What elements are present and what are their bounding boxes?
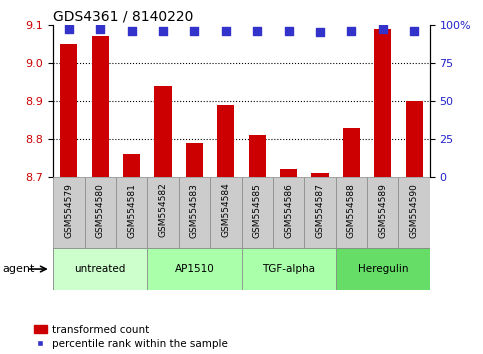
Text: GDS4361 / 8140220: GDS4361 / 8140220 xyxy=(53,10,194,24)
Text: GSM554582: GSM554582 xyxy=(158,183,168,238)
Bar xyxy=(92,36,109,177)
Text: GSM554584: GSM554584 xyxy=(221,183,230,238)
Point xyxy=(379,27,387,32)
Bar xyxy=(85,177,116,248)
Text: GSM554583: GSM554583 xyxy=(190,183,199,238)
Bar xyxy=(406,101,423,177)
Point xyxy=(348,28,355,34)
Bar xyxy=(242,177,273,248)
Point xyxy=(191,28,199,34)
Text: TGF-alpha: TGF-alpha xyxy=(262,264,315,274)
Point xyxy=(128,28,135,34)
Text: Heregulin: Heregulin xyxy=(357,264,408,274)
Point xyxy=(316,29,324,35)
Text: AP1510: AP1510 xyxy=(174,264,214,274)
Bar xyxy=(304,177,336,248)
Text: GSM554585: GSM554585 xyxy=(253,183,262,238)
Text: GSM554590: GSM554590 xyxy=(410,183,419,238)
Text: GSM554586: GSM554586 xyxy=(284,183,293,238)
Bar xyxy=(336,248,430,290)
Bar xyxy=(242,248,336,290)
Text: GSM554581: GSM554581 xyxy=(127,183,136,238)
Bar xyxy=(343,127,360,177)
Point xyxy=(253,28,261,34)
Point xyxy=(65,27,73,32)
Bar xyxy=(217,105,234,177)
Point xyxy=(285,28,293,34)
Bar xyxy=(210,177,242,248)
Point xyxy=(222,28,230,34)
Text: GSM554588: GSM554588 xyxy=(347,183,356,238)
Bar xyxy=(60,44,77,177)
Text: GSM554580: GSM554580 xyxy=(96,183,105,238)
Bar xyxy=(116,177,147,248)
Bar xyxy=(53,177,85,248)
Bar xyxy=(186,143,203,177)
Bar xyxy=(123,154,140,177)
Bar xyxy=(336,177,367,248)
Bar xyxy=(179,177,210,248)
Point xyxy=(411,28,418,34)
Legend: transformed count, percentile rank within the sample: transformed count, percentile rank withi… xyxy=(34,325,228,349)
Bar xyxy=(249,135,266,177)
Bar xyxy=(273,177,304,248)
Text: GSM554587: GSM554587 xyxy=(315,183,325,238)
Text: GSM554579: GSM554579 xyxy=(64,183,73,238)
Bar xyxy=(280,169,297,177)
Text: GSM554589: GSM554589 xyxy=(378,183,387,238)
Bar xyxy=(374,29,391,177)
Bar xyxy=(155,86,171,177)
Bar xyxy=(147,248,242,290)
Bar xyxy=(398,177,430,248)
Point xyxy=(97,27,104,32)
Bar xyxy=(312,173,328,177)
Bar xyxy=(367,177,398,248)
Point xyxy=(159,28,167,34)
Text: untreated: untreated xyxy=(74,264,126,274)
Bar xyxy=(53,248,147,290)
Bar xyxy=(147,177,179,248)
Text: agent: agent xyxy=(2,264,35,274)
